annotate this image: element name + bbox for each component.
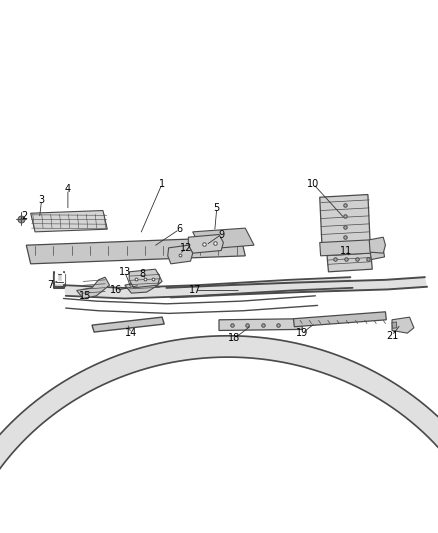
Text: 10: 10: [307, 179, 319, 189]
Text: 18: 18: [228, 334, 240, 343]
Text: 17: 17: [189, 286, 201, 295]
Polygon shape: [26, 237, 245, 264]
Polygon shape: [92, 317, 164, 332]
Text: 11: 11: [340, 246, 352, 255]
Polygon shape: [369, 237, 385, 253]
Text: 5: 5: [214, 203, 220, 213]
Polygon shape: [193, 228, 254, 249]
Polygon shape: [320, 240, 371, 256]
Polygon shape: [64, 285, 125, 298]
Polygon shape: [298, 280, 388, 292]
Polygon shape: [293, 312, 386, 327]
Text: 4: 4: [65, 184, 71, 194]
Polygon shape: [129, 269, 160, 288]
Polygon shape: [123, 285, 199, 298]
Text: 6: 6: [177, 224, 183, 234]
Polygon shape: [289, 277, 353, 290]
Polygon shape: [392, 322, 397, 328]
Polygon shape: [228, 282, 300, 295]
Text: 1: 1: [159, 179, 165, 189]
Polygon shape: [320, 195, 370, 245]
Polygon shape: [219, 319, 302, 330]
Polygon shape: [166, 285, 230, 297]
Polygon shape: [326, 245, 372, 272]
Polygon shape: [392, 317, 414, 333]
Text: 3: 3: [39, 195, 45, 205]
Polygon shape: [77, 277, 110, 298]
Polygon shape: [0, 336, 438, 533]
Text: 2: 2: [21, 211, 27, 221]
Polygon shape: [385, 277, 427, 289]
Text: 13: 13: [119, 267, 131, 277]
Text: 7: 7: [47, 280, 53, 290]
Text: 9: 9: [218, 230, 224, 239]
Text: 8: 8: [139, 270, 145, 279]
Polygon shape: [168, 245, 193, 264]
Text: 21: 21: [386, 331, 398, 341]
Polygon shape: [125, 273, 162, 293]
Text: 14: 14: [125, 328, 138, 338]
Polygon shape: [188, 235, 223, 253]
Text: 19: 19: [296, 328, 308, 338]
Polygon shape: [370, 249, 385, 260]
Text: 12: 12: [180, 243, 192, 253]
Polygon shape: [31, 211, 107, 232]
Text: 16: 16: [110, 286, 122, 295]
Polygon shape: [197, 280, 291, 296]
Text: 15: 15: [79, 291, 92, 301]
